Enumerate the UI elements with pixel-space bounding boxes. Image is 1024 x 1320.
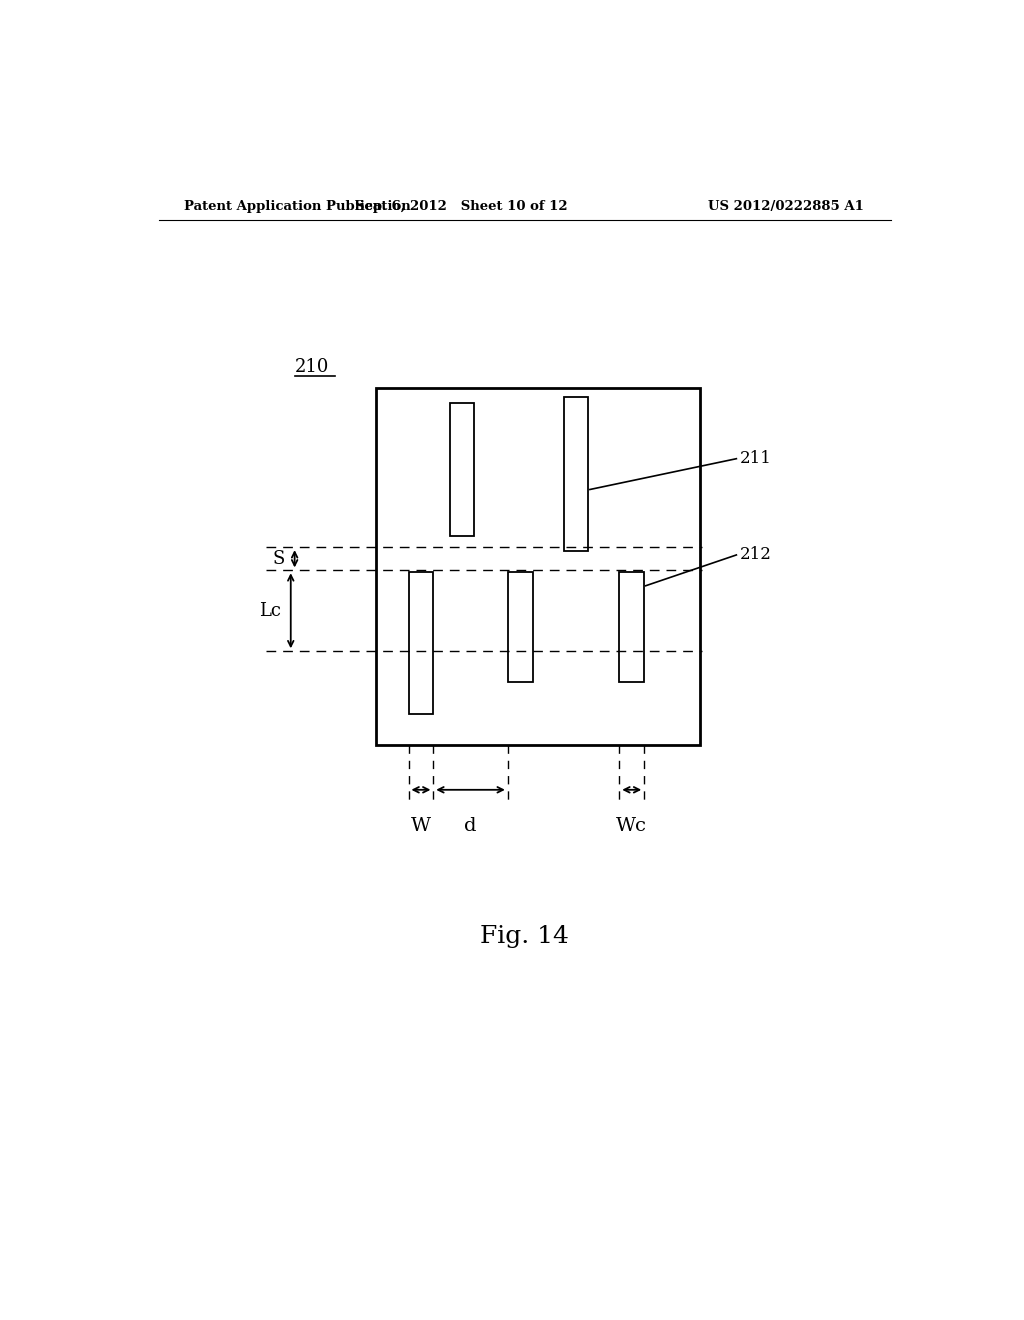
Text: 210: 210	[295, 359, 329, 376]
Text: Sep. 6, 2012   Sheet 10 of 12: Sep. 6, 2012 Sheet 10 of 12	[355, 199, 567, 213]
Bar	[508, 572, 532, 682]
Bar	[620, 572, 644, 682]
Bar	[450, 404, 474, 536]
Text: 211: 211	[740, 450, 772, 467]
Bar	[376, 388, 700, 744]
Text: 212: 212	[740, 546, 772, 564]
Bar	[563, 397, 589, 552]
Text: US 2012/0222885 A1: US 2012/0222885 A1	[709, 199, 864, 213]
Text: Wc: Wc	[616, 817, 647, 834]
Text: S: S	[273, 550, 286, 568]
Text: d: d	[464, 817, 477, 834]
Text: Lc: Lc	[259, 602, 282, 620]
Text: Fig. 14: Fig. 14	[480, 924, 569, 948]
Text: Patent Application Publication: Patent Application Publication	[183, 199, 411, 213]
Text: W: W	[411, 817, 431, 834]
Bar	[409, 572, 433, 714]
